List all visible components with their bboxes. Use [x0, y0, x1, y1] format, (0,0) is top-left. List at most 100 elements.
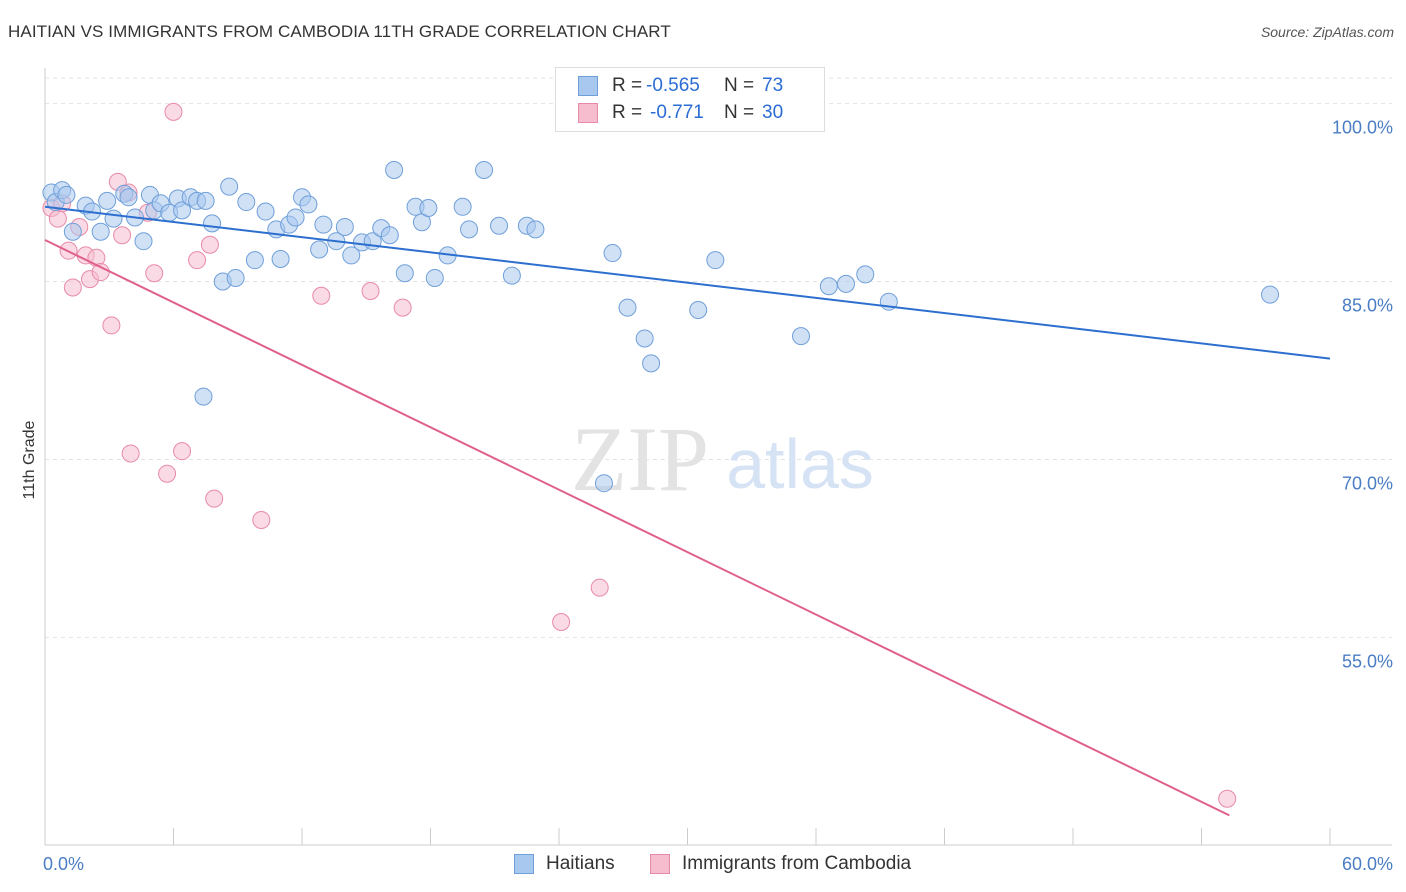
haitian-point	[603, 244, 622, 263]
legend-row-haitians: R = -0.565 N = 73	[578, 73, 840, 99]
haitian-point	[91, 222, 110, 241]
haitian-point	[119, 188, 138, 207]
chart-title: HAITIAN VS IMMIGRANTS FROM CAMBODIA 11TH…	[8, 22, 671, 41]
cambodia-swatch	[578, 103, 598, 123]
cambodia-point	[145, 264, 164, 283]
grid-lines	[45, 77, 1392, 638]
haitian-point	[706, 251, 725, 270]
haitian-point	[299, 195, 318, 214]
haitian-point	[310, 240, 329, 259]
haitian-point	[819, 277, 838, 296]
haitian-point	[594, 474, 613, 493]
haitian-point	[792, 327, 811, 346]
haitian-point	[104, 209, 123, 228]
x-tick-label: 0.0%	[43, 854, 84, 874]
haitian-point	[220, 177, 239, 196]
haitian-point	[194, 387, 213, 406]
cambodia-point	[48, 209, 67, 228]
cambodia-point	[164, 102, 183, 121]
haitian-point	[642, 354, 661, 373]
legend-r-value: -0.771	[650, 102, 704, 123]
cambodia-point	[188, 251, 207, 270]
legend-r-label: R =	[612, 102, 643, 123]
cambodia-point	[173, 442, 192, 461]
cambodia-point	[361, 282, 380, 301]
cambodia-points	[42, 102, 1237, 808]
legend-n-value: 30	[762, 102, 784, 123]
haitian-point	[385, 161, 404, 180]
haitians-swatch	[578, 76, 598, 96]
legend-n-label: N =	[724, 102, 755, 123]
cambodia-legend-swatch	[650, 854, 670, 874]
haitian-point	[526, 220, 545, 239]
haitian-point	[395, 264, 414, 283]
haitian-point	[226, 268, 245, 287]
haitian-point	[245, 251, 264, 270]
legend-row-cambodia: R = -0.771 N = 30	[578, 100, 840, 126]
haitians-legend-swatch	[514, 854, 534, 874]
haitians-legend-label: Haitians	[546, 853, 615, 874]
haitians-trend-line	[44, 205, 1331, 360]
haitians-points	[42, 161, 1280, 493]
haitian-point	[98, 191, 117, 210]
haitian-point	[342, 246, 361, 265]
cambodia-point	[1218, 789, 1237, 808]
haitian-point	[196, 191, 215, 210]
cambodia-point	[63, 278, 82, 297]
haitian-point	[502, 266, 521, 285]
cambodia-point	[200, 235, 219, 254]
haitian-point	[419, 198, 438, 217]
y-tick-labels: 100.0% 85.0% 70.0% 55.0%	[1332, 118, 1393, 672]
haitian-point	[63, 222, 82, 241]
legend-item-cambodia[interactable]: Immigrants from Cambodia	[650, 850, 911, 878]
watermark-zip: ZIP	[571, 408, 709, 510]
haitian-point	[57, 185, 76, 204]
cambodia-point	[121, 444, 140, 463]
legend-r-label: R =	[612, 75, 643, 96]
cambodia-point	[205, 489, 224, 508]
y-tick-label: 55.0%	[1342, 651, 1393, 671]
cambodia-trend-line	[44, 239, 1230, 817]
y-tick-label: 100.0%	[1332, 118, 1393, 138]
haitian-point	[618, 298, 637, 317]
haitian-point	[271, 249, 290, 268]
haitian-point	[490, 216, 509, 235]
cambodia-point	[393, 298, 412, 317]
legend-n-value: 73	[762, 75, 784, 96]
haitian-point	[203, 214, 222, 233]
haitian-point	[134, 232, 153, 251]
haitian-point	[237, 193, 256, 212]
haitian-point	[256, 202, 275, 221]
x-tick-label: 60.0%	[1342, 854, 1393, 874]
watermark: ZIP atlas	[571, 408, 874, 510]
y-axis-label: 11th Grade	[21, 420, 38, 499]
watermark-atlas: atlas	[726, 425, 874, 503]
haitian-point	[453, 197, 472, 216]
axes	[44, 68, 1392, 846]
correlation-legend: R = -0.565 N = 73 R = -0.771 N = 30	[555, 67, 825, 132]
haitian-point	[286, 208, 305, 227]
haitian-point	[836, 274, 855, 293]
cambodia-point	[158, 464, 177, 483]
haitian-point	[380, 226, 399, 245]
cambodia-point	[552, 612, 571, 631]
cambodia-point	[590, 578, 609, 597]
cambodia-point	[102, 316, 121, 335]
cambodia-point	[312, 286, 331, 305]
haitian-point	[475, 161, 494, 180]
y-tick-label: 85.0%	[1342, 296, 1393, 316]
legend-item-haitians[interactable]: Haitians	[514, 850, 615, 878]
haitian-point	[856, 265, 875, 284]
haitian-point	[1261, 285, 1280, 304]
haitian-point	[425, 268, 444, 287]
cambodia-legend-label: Immigrants from Cambodia	[682, 853, 912, 874]
haitian-point	[173, 201, 192, 220]
haitian-point	[314, 215, 333, 234]
cambodia-point	[252, 510, 271, 529]
trend-lines	[44, 205, 1331, 817]
x-tick-labels: 0.0% 60.0%	[43, 854, 1393, 874]
cambodia-point	[113, 226, 132, 245]
haitian-point	[335, 217, 354, 236]
legend-r-value: -0.565	[646, 75, 700, 96]
